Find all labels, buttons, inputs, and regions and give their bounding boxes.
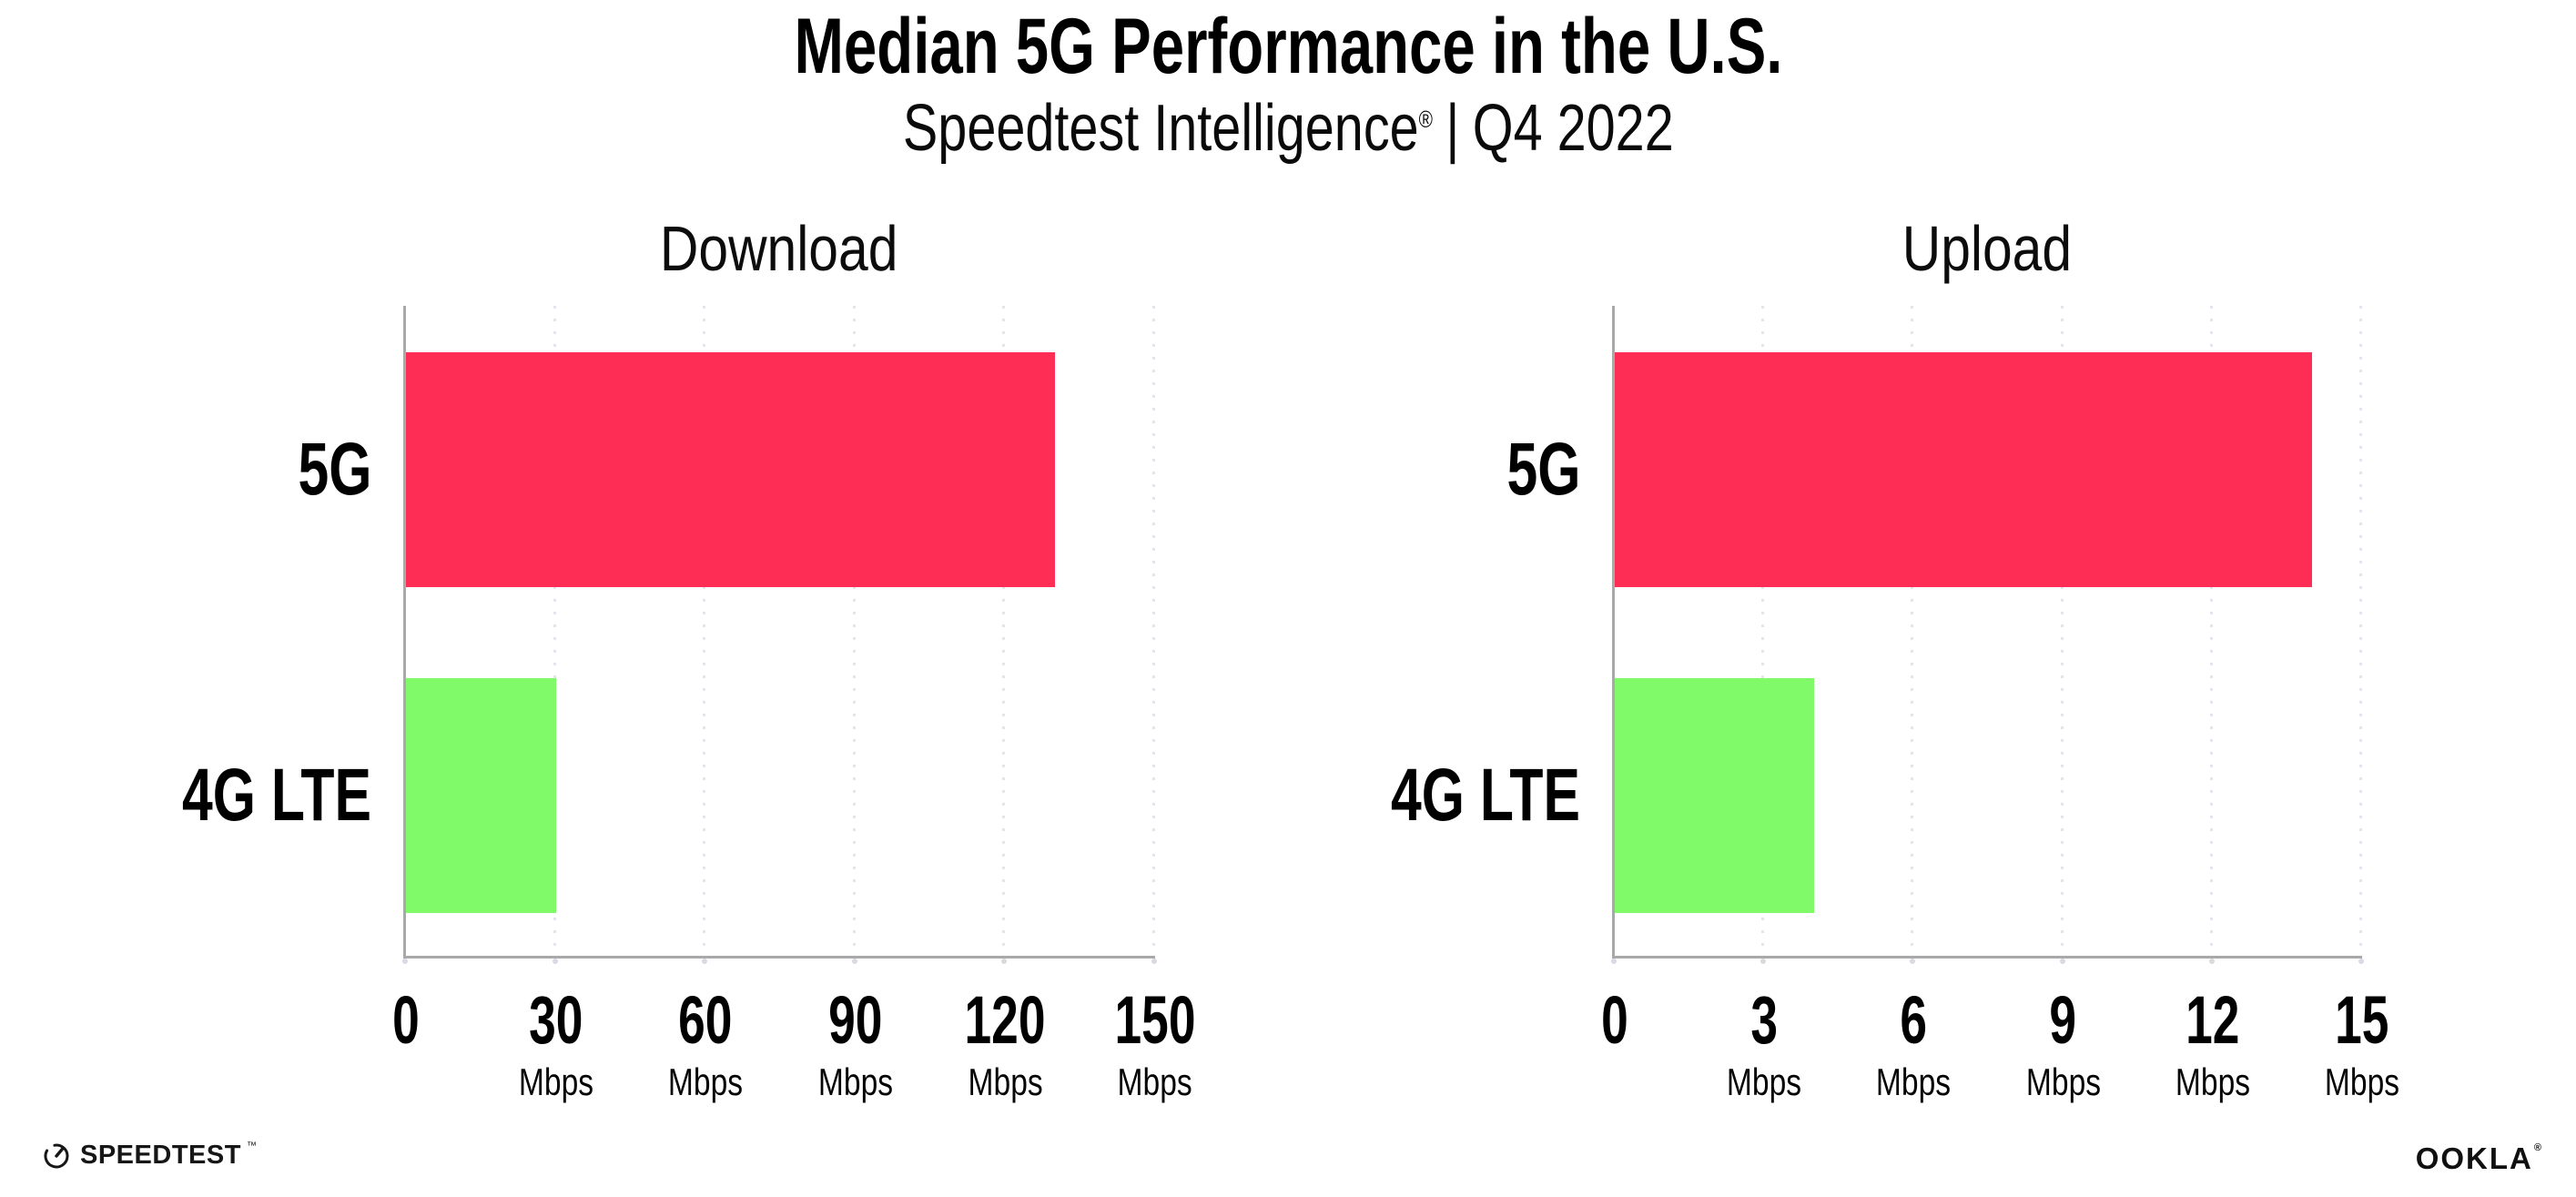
upload-chart-title: Upload [1902, 213, 2073, 284]
tick-unit: Mbps [1727, 1060, 1802, 1103]
x-tick-label: 0 [387, 987, 424, 1054]
tick-unit: Mbps [668, 1060, 744, 1103]
axis-tick-dot [2358, 959, 2364, 964]
ookla-logo: OOKLA ® [2415, 1141, 2543, 1175]
tick-unit: Mbps [1117, 1060, 1193, 1103]
bar-5g [406, 352, 1056, 587]
tick-value: 120 [964, 982, 1046, 1058]
gridline [1152, 306, 1155, 956]
trademark-mark: ™ [246, 1141, 257, 1151]
axis-tick-dot [1910, 959, 1916, 964]
x-tick-label: 12 Mbps [2165, 987, 2259, 1101]
tick-value: 0 [392, 982, 420, 1058]
tick-unit: Mbps [1876, 1060, 1952, 1103]
x-tick-label: 60 Mbps [659, 987, 753, 1101]
category-label-5g: 5G [1506, 428, 1580, 511]
gridline [852, 306, 856, 956]
gridline [553, 306, 556, 956]
tick-value: 6 [1900, 982, 1928, 1058]
axis-tick-dot [1001, 959, 1008, 964]
axis-tick-dot [552, 959, 558, 964]
subtitle-separator: | [1445, 92, 1460, 165]
subtitle-brand: Speedtest Intelligence [902, 92, 1419, 165]
ookla-registered-mark: ® [2533, 1142, 2543, 1153]
tick-value: 9 [2049, 982, 2077, 1058]
axis-tick-dot [702, 959, 708, 964]
tick-unit: Mbps [817, 1060, 893, 1103]
tick-value: 60 [678, 982, 733, 1058]
gridline [1002, 306, 1006, 956]
category-label-5g: 5G [298, 428, 371, 511]
tick-unit: Mbps [968, 1060, 1043, 1103]
x-tick-label: 0 [1596, 987, 1633, 1054]
x-tick-label: 90 Mbps [808, 987, 902, 1101]
tick-value: 15 [2335, 982, 2389, 1058]
axis-tick-dot [402, 959, 408, 964]
axis-tick-dot [2059, 959, 2065, 964]
speedtest-logo: SPEEDTEST ™ [42, 1140, 257, 1171]
tick-unit: Mbps [2175, 1060, 2250, 1103]
speedtest-wordmark: SPEEDTEST [80, 1140, 241, 1170]
x-tick-label: 120 Mbps [949, 987, 1061, 1101]
category-label-4g-lte: 4G LTE [182, 754, 371, 837]
speedtest-gauge-icon [44, 1143, 69, 1169]
tick-value: 0 [1601, 982, 1628, 1058]
subtitle-period: Q4 2022 [1472, 92, 1674, 165]
tick-value: 3 [1750, 982, 1778, 1058]
page-subtitle-text: Speedtest Intelligence® | Q4 2022 [902, 92, 1674, 165]
tick-value: 30 [528, 982, 583, 1058]
gridline [1761, 306, 1765, 956]
x-tick-label: 3 Mbps [1718, 987, 1811, 1101]
tick-unit: Mbps [2025, 1060, 2101, 1103]
download-chart-title: Download [660, 213, 898, 284]
ookla-wordmark: OOKLA [2415, 1141, 2533, 1175]
category-label-4g-lte: 4G LTE [1391, 754, 1580, 837]
tick-unit: Mbps [518, 1060, 593, 1103]
page-subtitle: Speedtest Intelligence® | Q4 2022 [0, 92, 2576, 165]
gridline [2209, 306, 2213, 956]
bar-5g [1615, 352, 2313, 587]
tick-unit: Mbps [2324, 1060, 2400, 1103]
x-tick-label: 6 Mbps [1867, 987, 1961, 1101]
x-tick-label: 15 Mbps [2316, 987, 2409, 1101]
x-tick-label: 150 Mbps [1099, 987, 1211, 1101]
registered-mark: ® [1418, 106, 1433, 133]
page-title-text: Median 5G Performance in the U.S. [794, 3, 1782, 90]
bar-4g-lte [1615, 678, 1814, 913]
axis-tick-dot [2208, 959, 2215, 964]
bar-4g-lte [406, 678, 556, 913]
tick-value: 12 [2186, 982, 2240, 1058]
axis-tick-dot [1151, 959, 1157, 964]
axis-tick-dot [1611, 959, 1617, 964]
gridline [2060, 306, 2064, 956]
tick-value: 90 [828, 982, 883, 1058]
axis-tick-dot [851, 959, 857, 964]
x-tick-label: 9 Mbps [2016, 987, 2110, 1101]
download-plot-area: 0 30 Mbps 60 Mbps 90 Mbps 120 Mbps 150 Mbps 5G 4G LT… [182, 306, 1195, 1101]
upload-plot-area: 0 3 Mbps 6 Mbps 9 Mbps 12 Mbps 15 Mbps 5G 4G LTE [1391, 306, 2399, 1101]
x-tick-label: 30 Mbps [509, 987, 603, 1101]
gridline [2359, 306, 2362, 956]
gridline [703, 306, 706, 956]
gridline [1911, 306, 1914, 956]
tick-value: 150 [1114, 982, 1196, 1058]
page-title: Median 5G Performance in the U.S. [0, 3, 2576, 90]
axis-tick-dot [1760, 959, 1767, 964]
